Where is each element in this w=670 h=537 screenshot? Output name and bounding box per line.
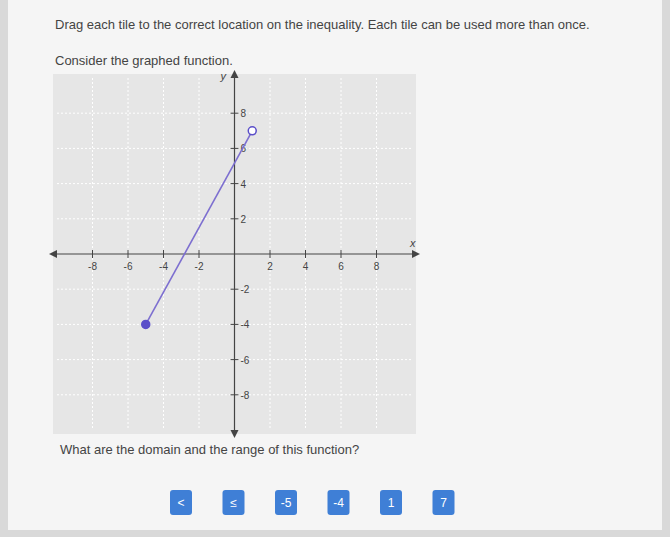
x-tick-label: 2 <box>267 261 273 272</box>
y-tick <box>231 113 239 114</box>
y-tick-label: 8 <box>241 108 247 119</box>
axis-arrow <box>231 430 239 438</box>
y-tick-label: -8 <box>241 390 250 401</box>
tile[interactable] <box>170 490 192 515</box>
y-tick <box>231 394 239 395</box>
grid-y <box>57 359 412 360</box>
tile-label[interactable]: ≤ <box>230 496 237 510</box>
grid-y <box>57 113 412 114</box>
x-tick <box>305 250 306 258</box>
y-tick-label: 2 <box>241 214 247 225</box>
tile-label[interactable]: -5 <box>281 496 292 510</box>
instruction: Drag each tile to the correct location o… <box>55 17 590 32</box>
grid-x <box>92 78 93 430</box>
x-tick-label: -4 <box>159 261 168 272</box>
grid-x <box>305 78 306 430</box>
y-tick <box>231 324 239 325</box>
grid-y <box>57 183 412 184</box>
axis-arrow <box>49 250 57 258</box>
grid-y <box>57 394 412 395</box>
x-tick <box>376 250 377 258</box>
x-tick <box>92 250 93 258</box>
tile-label[interactable]: 7 <box>440 496 447 510</box>
x-tick <box>128 250 129 258</box>
grid-y <box>57 324 412 325</box>
axis-arrow <box>231 70 239 78</box>
x-tick-label: 4 <box>303 261 309 272</box>
closed-endpoint <box>142 320 150 328</box>
y-tick <box>231 218 239 219</box>
grid-x <box>128 78 129 430</box>
x-tick <box>163 250 164 258</box>
function-line <box>146 131 253 325</box>
y-tick-label: -6 <box>241 355 250 366</box>
grid-x <box>270 78 271 430</box>
plot-background <box>53 74 416 434</box>
open-endpoint <box>248 127 256 135</box>
prompt: Consider the graphed function. <box>55 53 233 68</box>
tile[interactable] <box>380 490 402 515</box>
tile-label[interactable]: 1 <box>388 496 395 510</box>
y-tick <box>231 359 239 360</box>
tile-label[interactable]: < <box>177 496 184 510</box>
card <box>8 0 662 530</box>
x-tick <box>270 250 271 258</box>
x-tick-label: -8 <box>88 261 97 272</box>
tile[interactable] <box>433 490 455 515</box>
x-tick-label: 6 <box>338 261 344 272</box>
y-axis <box>234 76 235 432</box>
marks <box>142 127 257 329</box>
grid-x <box>341 78 342 430</box>
question: What are the domain and the range of thi… <box>60 442 359 457</box>
tile[interactable] <box>275 490 297 515</box>
grid-x <box>163 78 164 430</box>
axis-arrow <box>412 250 420 258</box>
grid-x <box>376 78 377 430</box>
y-tick-label: -2 <box>241 284 250 295</box>
x-axis-label: x <box>409 237 416 249</box>
grid-x <box>199 78 200 430</box>
y-tick <box>231 148 239 149</box>
tile[interactable] <box>223 490 245 515</box>
grid-y <box>57 218 412 219</box>
y-tick <box>231 289 239 290</box>
y-tick <box>231 183 239 184</box>
y-axis-label: y <box>220 70 228 82</box>
x-tick <box>341 250 342 258</box>
x-tick <box>199 250 200 258</box>
y-tick-label: 4 <box>241 179 247 190</box>
x-tick-label: -6 <box>124 261 133 272</box>
grid-y <box>57 148 412 149</box>
tile[interactable] <box>328 490 350 515</box>
x-tick-label: -2 <box>195 261 204 272</box>
grid-y <box>57 289 412 290</box>
tile-label[interactable]: -4 <box>333 496 344 510</box>
y-tick-label: -4 <box>241 319 250 330</box>
x-tick-label: 8 <box>374 261 380 272</box>
